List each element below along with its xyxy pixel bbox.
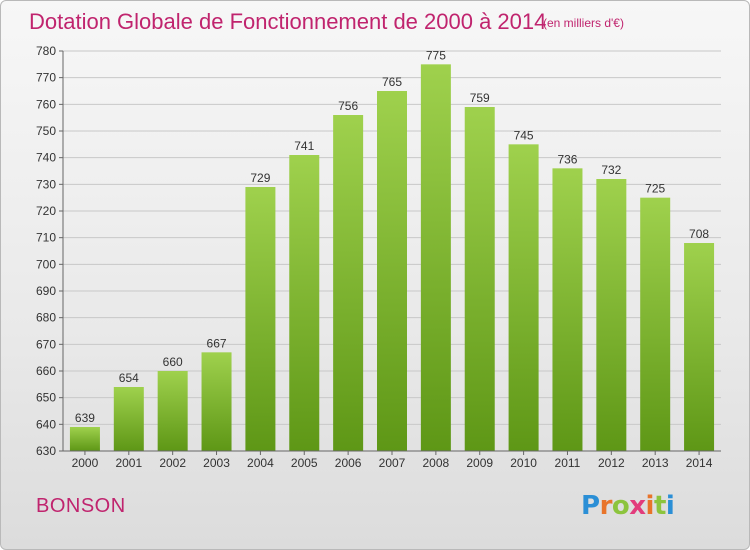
bar-2003 <box>201 352 232 451</box>
y-tick-label: 750 <box>36 124 56 138</box>
x-tick-label: 2006 <box>335 456 362 470</box>
data-label-2008: 775 <box>426 48 446 62</box>
chart-title: Dotation Globale de Fonctionnement de 20… <box>29 9 547 34</box>
y-tick-label: 720 <box>36 204 56 218</box>
bar-2009 <box>464 107 495 451</box>
x-tick-label: 2003 <box>203 456 230 470</box>
bars <box>69 64 715 452</box>
bar-2014 <box>684 243 715 451</box>
x-tick-label: 2011 <box>555 456 581 470</box>
x-tick-label: 2000 <box>72 456 99 470</box>
data-label-2001: 654 <box>119 371 139 385</box>
x-tick-label: 2001 <box>115 456 142 470</box>
y-tick-label: 740 <box>36 151 56 165</box>
y-tick-label: 730 <box>36 177 56 191</box>
x-tick-label: 2012 <box>598 456 625 470</box>
bar-2007 <box>377 91 407 451</box>
data-label-2000: 639 <box>75 411 95 425</box>
data-label-2006: 756 <box>338 99 358 113</box>
x-tick-label: 2007 <box>379 456 406 470</box>
y-tick-label: 700 <box>36 257 56 271</box>
data-label-2011: 736 <box>557 152 577 166</box>
bar-2010 <box>508 144 539 452</box>
bar-2006 <box>333 115 364 451</box>
chart-subtitle: (en milliers d'€) <box>543 16 624 30</box>
x-tick-label: 2009 <box>466 456 493 470</box>
data-label-2005: 741 <box>294 139 314 153</box>
bar-2013 <box>640 197 671 451</box>
bar-2000 <box>69 427 100 451</box>
x-tick-label: 2014 <box>686 456 713 470</box>
y-tick-label: 760 <box>36 97 56 111</box>
y-tick-label: 780 <box>36 44 56 58</box>
bar-2005 <box>289 155 320 451</box>
y-tick-label: 770 <box>36 71 56 85</box>
commune-name: BONSON <box>36 495 126 517</box>
data-label-2003: 667 <box>207 336 227 350</box>
data-label-2007: 765 <box>382 75 402 89</box>
axes: 630 640 650 660 670 680 690 700 710 720 730 740 750 7… <box>36 44 721 470</box>
data-label-2002: 660 <box>163 355 183 369</box>
data-label-2012: 732 <box>601 163 621 177</box>
y-tick-label: 690 <box>36 284 56 298</box>
data-label-2014: 708 <box>689 227 709 241</box>
data-label-2013: 725 <box>645 182 665 196</box>
x-tick-label: 2013 <box>642 456 669 470</box>
x-tick-label: 2004 <box>247 456 274 470</box>
y-tick-label: 710 <box>36 231 56 245</box>
y-tick-label: 660 <box>36 364 56 378</box>
y-tick-label: 640 <box>36 417 56 431</box>
bar-2002 <box>157 371 188 451</box>
data-label-2010: 745 <box>514 128 534 142</box>
y-tick-label: 680 <box>36 311 56 325</box>
proxiti-logo: Proxiti <box>581 491 675 521</box>
data-label-2009: 759 <box>470 91 490 105</box>
bar-2001 <box>113 387 144 451</box>
x-tick-label: 2005 <box>291 456 318 470</box>
x-tick-label: 2010 <box>510 456 537 470</box>
x-tick-label: 2002 <box>159 456 186 470</box>
y-tick-label: 670 <box>36 337 56 351</box>
bar-2004 <box>245 187 276 451</box>
data-labels: 639 654 660 667 729 741 756 765 775 759 745 736 732 7… <box>75 48 709 425</box>
x-tick-label: 2008 <box>423 456 450 470</box>
bar-2012 <box>596 179 627 451</box>
bar-2011 <box>552 168 583 452</box>
data-label-2004: 729 <box>250 171 270 185</box>
bar-2008 <box>420 64 451 452</box>
y-tick-label: 650 <box>36 391 56 405</box>
y-tick-label: 630 <box>36 444 56 458</box>
